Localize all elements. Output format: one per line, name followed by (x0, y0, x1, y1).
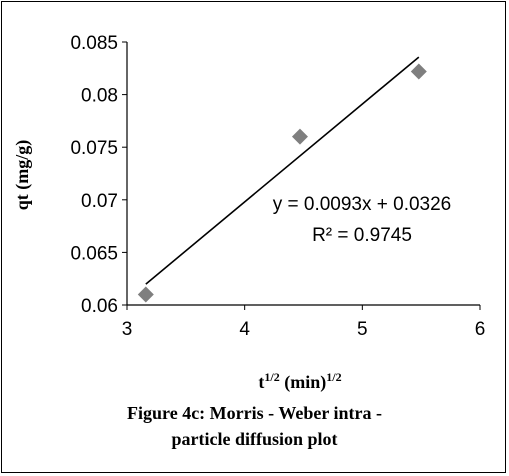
trendline-equation: y = 0.0093x + 0.0326 (273, 194, 452, 215)
data-point (137, 286, 154, 303)
data-points (137, 63, 427, 303)
y-tick-label: 0.085 (70, 33, 118, 54)
figure-caption-line-2: particle diffusion plot (171, 429, 338, 449)
y-tick-label: 0.075 (70, 138, 118, 159)
trendline (145, 56, 420, 285)
y-tick-label: 0.065 (70, 243, 118, 264)
data-point (410, 63, 427, 80)
data-point (291, 128, 308, 145)
figure-caption-line-1: Figure 4c: Morris - Weber intra - (127, 403, 382, 423)
x-tick-label: 6 (475, 319, 486, 340)
chart-axes (122, 41, 481, 310)
x-tick-label: 5 (357, 319, 368, 340)
y-tick-label: 0.07 (81, 191, 118, 212)
r-squared-label: R² = 0.9745 (312, 225, 412, 246)
y-tick-label: 0.06 (81, 296, 118, 317)
x-tick-label: 4 (239, 319, 250, 340)
tick-labels: 0.06 0.065 0.07 0.075 0.08 0.085 3 4 5 6 (70, 33, 485, 340)
y-tick-label: 0.08 (81, 86, 118, 107)
x-tick-label: 3 (122, 319, 133, 340)
y-axis-title: qt (mg/g) (12, 140, 33, 211)
x-axis-title: t1/2 (min)1/2 (258, 370, 341, 393)
